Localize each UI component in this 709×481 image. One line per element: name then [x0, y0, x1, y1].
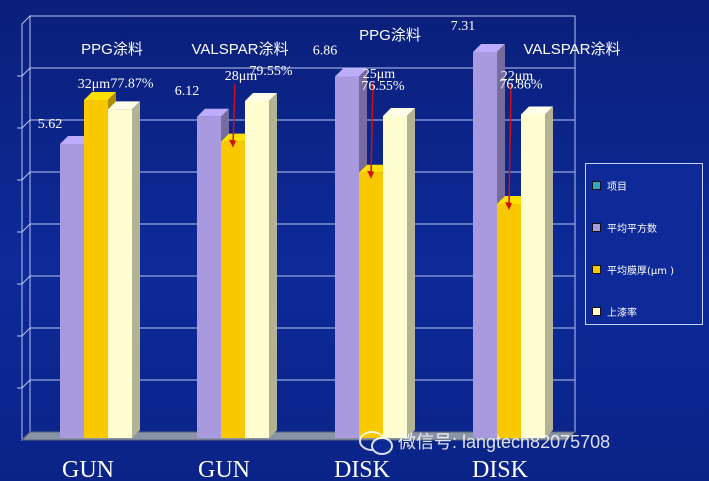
- bar-1-3: [473, 52, 497, 438]
- bar-top-1-1: [197, 108, 229, 117]
- legend: 项目 平均平方数 平均膜厚(μm ) 上漆率: [585, 163, 703, 325]
- legend-item-project: 项目: [592, 178, 627, 193]
- group-label-0: PPG涂料: [81, 41, 143, 58]
- wechat-icon: [359, 431, 393, 455]
- bar-1-0: [60, 144, 84, 438]
- legend-label-avg-area: 平均平方数: [607, 223, 657, 235]
- data-label-1-1: 6.12: [175, 84, 200, 99]
- bar-side-3-3: [545, 106, 553, 438]
- thickness-arrowhead-3: [505, 202, 512, 210]
- category-label-0: GUN: [62, 457, 114, 481]
- bar-2-2: [359, 172, 383, 439]
- bar-top-3-2: [383, 108, 415, 116]
- legend-label-paint-rate: 上漆率: [607, 307, 637, 319]
- bar-side-3-2: [407, 108, 415, 438]
- bar-top-3-0: [108, 101, 140, 110]
- category-label-1: GUN: [198, 457, 250, 481]
- category-label-2: DISK: [334, 457, 391, 481]
- bar-3-1: [245, 101, 269, 438]
- thickness-arrow-3: [508, 83, 512, 209]
- legend-label-project: 项目: [607, 181, 627, 193]
- legend-swatch-avg-area: [592, 222, 601, 232]
- group-label-3: VALSPAR涂料: [524, 41, 621, 58]
- grid-diagonal: [21, 119, 31, 129]
- legend-swatch-avg-thickness: [592, 264, 601, 274]
- bar-side-3-1: [269, 93, 277, 438]
- thickness-arrow-2: [370, 81, 374, 177]
- grid-diagonal: [21, 171, 31, 181]
- legend-swatch-paint-rate: [592, 306, 601, 316]
- data-label-3-1: 79.55%: [249, 64, 293, 79]
- bar-2-0: [84, 100, 108, 438]
- group-label-2: PPG涂料: [359, 27, 421, 44]
- data-label-1-0: 5.62: [38, 117, 63, 132]
- data-label-2-3: 22μm: [501, 69, 534, 84]
- grid-diagonal: [21, 327, 31, 337]
- bar-3-0: [108, 109, 132, 439]
- data-label-2-0: 32μm: [78, 77, 111, 92]
- data-label-3-2: 76.55%: [361, 79, 405, 94]
- legend-item-avg-area: 平均平方数: [592, 220, 657, 235]
- grid-diagonal: [21, 379, 31, 389]
- bar-top-2-0: [84, 92, 116, 100]
- grid-diagonal: [21, 275, 31, 285]
- bar-3-2: [383, 116, 407, 438]
- thickness-arrow-1: [232, 83, 236, 146]
- watermark-text: 微信号: langtech82075708: [398, 432, 611, 452]
- thickness-arrowhead-2: [367, 170, 374, 179]
- data-label-2-1: 28μm: [225, 69, 258, 84]
- bar-2-3: [497, 204, 521, 438]
- bar-1-1: [197, 116, 221, 438]
- thickness-arrowhead-1: [229, 139, 236, 148]
- legend-label-avg-thickness: 平均膜厚(μm ): [607, 265, 675, 277]
- legend-item-avg-thickness: 平均膜厚(μm ): [592, 262, 675, 277]
- bar-1-2: [335, 76, 359, 438]
- bar-top-3-3: [521, 106, 553, 115]
- grid-diagonal: [21, 223, 31, 233]
- data-label-3-3: 76.86%: [499, 77, 543, 92]
- grid-diagonal: [21, 67, 31, 77]
- legend-item-paint-rate: 上漆率: [592, 304, 637, 319]
- bar-2-1: [221, 141, 245, 438]
- bar-top-1-3: [473, 44, 505, 52]
- legend-swatch-project: [592, 180, 601, 190]
- category-label-3: DISK: [472, 457, 529, 481]
- bar-3-3: [521, 114, 545, 438]
- data-label-1-3: 7.31: [451, 19, 476, 34]
- bar-top-1-2: [335, 68, 367, 77]
- data-label-2-2: 25μm: [363, 67, 396, 82]
- bar-side-3-0: [132, 101, 140, 439]
- group-label-1: VALSPAR涂料: [192, 41, 289, 58]
- bar-top-3-1: [245, 93, 277, 101]
- data-label-3-0: 77.87%: [110, 76, 154, 91]
- data-label-1-2: 6.86: [313, 43, 338, 58]
